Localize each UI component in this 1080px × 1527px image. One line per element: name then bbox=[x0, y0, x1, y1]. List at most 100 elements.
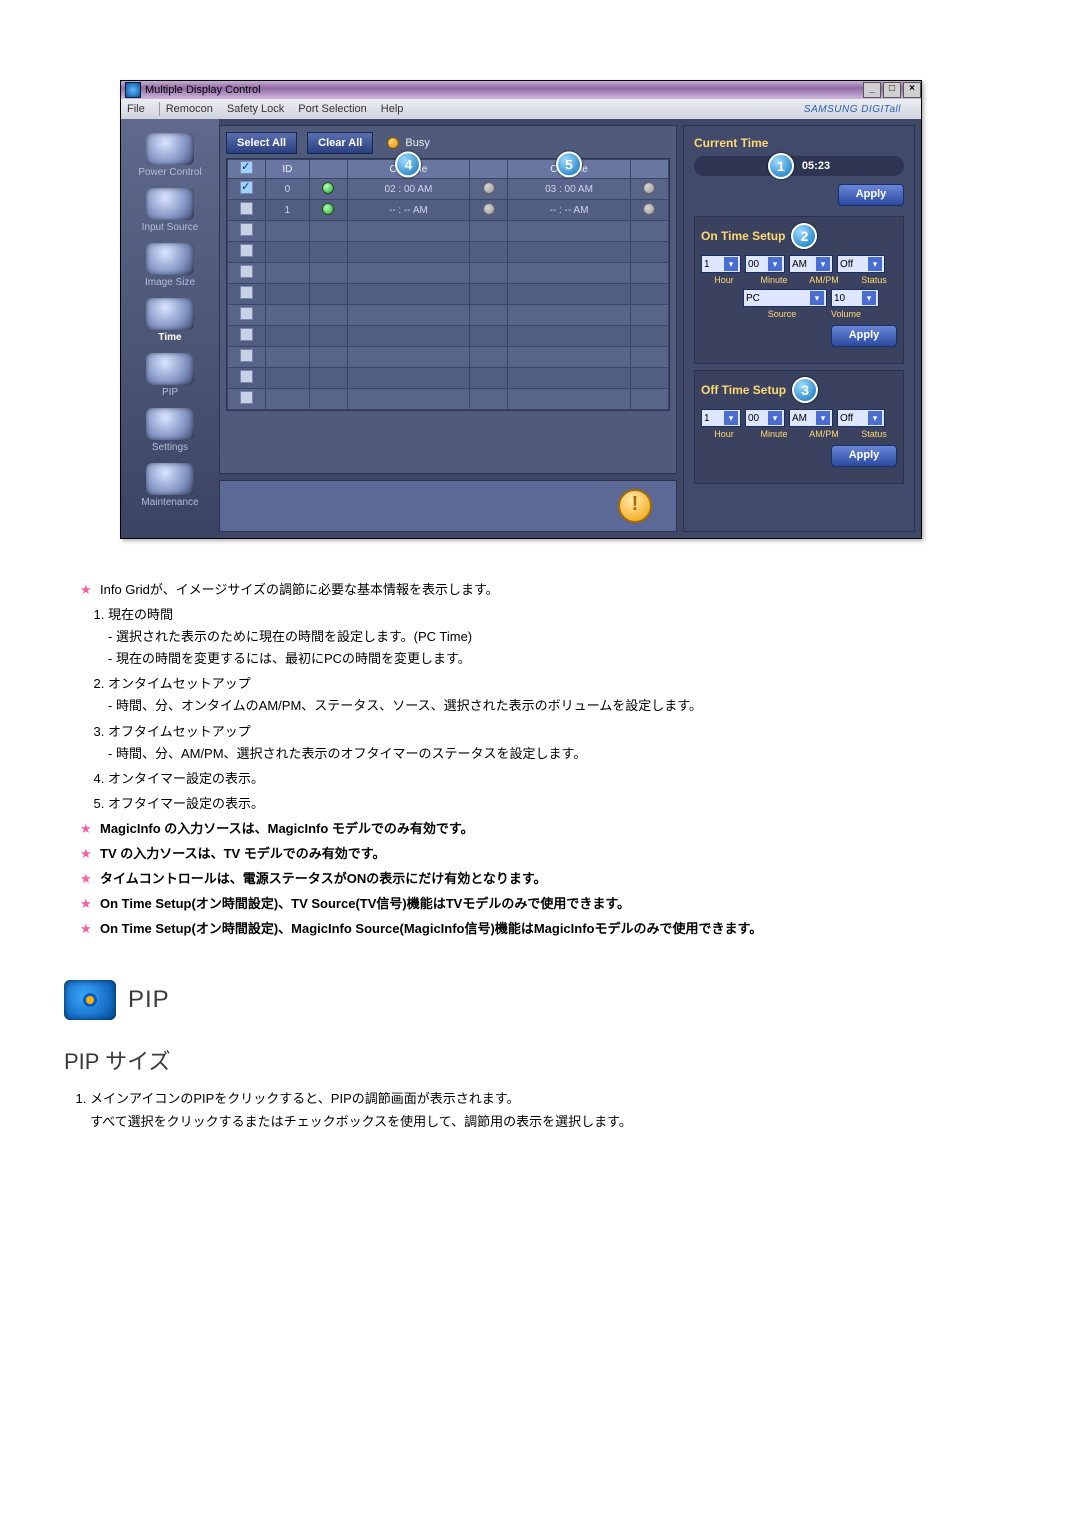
sidebar-item-label: Power Control bbox=[138, 167, 201, 178]
minimize-button[interactable]: _ bbox=[863, 82, 881, 98]
table-row[interactable] bbox=[228, 368, 669, 389]
row-checkbox[interactable] bbox=[240, 244, 253, 257]
row-checkbox[interactable] bbox=[240, 370, 253, 383]
menu-port-selection[interactable]: Port Selection bbox=[298, 103, 366, 115]
doc-n2: オンタイムセットアップ - 時間、分、オンタイムのAM/PM、ステータス、ソース… bbox=[108, 673, 1020, 717]
col-power bbox=[309, 160, 347, 179]
sidebar-item-maintenance[interactable]: Maintenance bbox=[121, 463, 219, 508]
grid-area: Select All Clear All Busy ID bbox=[219, 125, 677, 474]
apply-off-time-button[interactable]: Apply bbox=[831, 445, 897, 467]
on-time-setup-label: On Time Setup bbox=[701, 229, 785, 243]
table-row[interactable] bbox=[228, 326, 669, 347]
menu-remocon[interactable]: Remocon bbox=[166, 103, 213, 115]
row-checkbox[interactable] bbox=[240, 391, 253, 404]
row-checkbox[interactable] bbox=[240, 202, 253, 215]
on-time-setup-heading: On Time Setup2 bbox=[701, 223, 897, 249]
pip-step-1: メインアイコンのPIPをクリックすると、PIPの調節画面が表示されます。 すべて… bbox=[90, 1088, 1020, 1132]
row-checkbox[interactable] bbox=[240, 223, 253, 236]
menu-safety-lock[interactable]: Safety Lock bbox=[227, 103, 284, 115]
status-led-icon bbox=[643, 203, 655, 215]
power-icon bbox=[146, 133, 194, 165]
table-row[interactable]: 1-- : -- AM-- : -- AM bbox=[228, 200, 669, 221]
select-all-button[interactable]: Select All bbox=[226, 132, 297, 154]
on-volume-label: Volume bbox=[825, 309, 867, 319]
menu-file[interactable]: File bbox=[127, 103, 145, 115]
sidebar-item-settings[interactable]: Settings bbox=[121, 408, 219, 453]
table-row[interactable] bbox=[228, 221, 669, 242]
row-checkbox[interactable] bbox=[240, 286, 253, 299]
menubar: File Remocon Safety Lock Port Selection … bbox=[121, 99, 921, 119]
off-minute-label: Minute bbox=[751, 429, 797, 439]
doc-star-2: MagicInfo の入力ソースは、MagicInfo モデルでのみ有効です。 bbox=[80, 818, 1020, 840]
check-all[interactable] bbox=[240, 161, 253, 174]
sidebar-item-pip[interactable]: PIP bbox=[121, 353, 219, 398]
sidebar-item-input-source[interactable]: Input Source bbox=[121, 188, 219, 233]
pip-size-heading: PIP サイズ bbox=[64, 1044, 1020, 1076]
on-hour-label: Hour bbox=[701, 275, 747, 285]
doc-n3: オフタイムセットアップ - 時間、分、AM/PM、選択された表示のオフタイマーの… bbox=[108, 721, 1020, 765]
col-on-time: 4On Time bbox=[347, 160, 469, 179]
on-ampm-select[interactable]: AM▾ bbox=[789, 255, 833, 273]
apply-current-time-button[interactable]: Apply bbox=[838, 184, 904, 206]
time-panel: Current Time 1 05:23 Apply On Time Setup… bbox=[683, 125, 915, 532]
sidebar-item-image-size[interactable]: Image Size bbox=[121, 243, 219, 288]
status-led-icon bbox=[483, 182, 495, 194]
pip-heading: PIP bbox=[64, 980, 1020, 1020]
off-status-select[interactable]: Off▾ bbox=[837, 409, 885, 427]
power-led-icon bbox=[322, 203, 334, 215]
titlebar: Multiple Display Control _ □ × bbox=[121, 81, 921, 99]
table-row[interactable] bbox=[228, 284, 669, 305]
on-hour-select[interactable]: 1▾ bbox=[701, 255, 741, 273]
busy-label: Busy bbox=[405, 137, 429, 149]
status-led-icon bbox=[483, 203, 495, 215]
table-row[interactable] bbox=[228, 305, 669, 326]
callout-1: 1 bbox=[768, 153, 794, 179]
doc-star-3: TV の入力ソースは、TV モデルでのみ有効です。 bbox=[80, 843, 1020, 865]
status-led-icon bbox=[643, 182, 655, 194]
on-minute-select[interactable]: 00▾ bbox=[745, 255, 785, 273]
pip-icon bbox=[146, 353, 194, 385]
input-source-icon bbox=[146, 188, 194, 220]
doc-star-4: タイムコントロールは、電源ステータスがONの表示にだけ有効となります。 bbox=[80, 868, 1020, 890]
on-status-select[interactable]: Off▾ bbox=[837, 255, 885, 273]
sidebar-item-label: Input Source bbox=[142, 222, 199, 233]
row-checkbox[interactable] bbox=[240, 181, 253, 194]
doc-n2a: - 時間、分、オンタイムのAM/PM、ステータス、ソース、選択された表示のボリュ… bbox=[108, 695, 1020, 717]
off-hour-select[interactable]: 1▾ bbox=[701, 409, 741, 427]
callout-3: 3 bbox=[792, 377, 818, 403]
info-grid: ID 4On Time 5Off Time 002 : 00 AM03 : 00… bbox=[226, 158, 670, 411]
apply-on-time-button[interactable]: Apply bbox=[831, 325, 897, 347]
current-time-heading: Current Time bbox=[694, 136, 904, 150]
sidebar-item-label: Image Size bbox=[145, 277, 195, 288]
status-bar: ! bbox=[219, 480, 677, 532]
close-button[interactable]: × bbox=[903, 82, 921, 98]
table-row[interactable] bbox=[228, 347, 669, 368]
menu-help[interactable]: Help bbox=[381, 103, 404, 115]
sidebar-item-label: Maintenance bbox=[141, 497, 198, 508]
row-checkbox[interactable] bbox=[240, 307, 253, 320]
table-row[interactable] bbox=[228, 263, 669, 284]
pip-heading-label: PIP bbox=[128, 986, 170, 1014]
clear-all-button[interactable]: Clear All bbox=[307, 132, 373, 154]
row-checkbox[interactable] bbox=[240, 328, 253, 341]
col-off-time: 5Off Time bbox=[508, 160, 630, 179]
row-checkbox[interactable] bbox=[240, 349, 253, 362]
busy-icon bbox=[387, 137, 399, 149]
busy-indicator: Busy bbox=[387, 137, 429, 149]
table-row[interactable] bbox=[228, 389, 669, 410]
pip-steps: メインアイコンのPIPをクリックすると、PIPの調節画面が表示されます。 すべて… bbox=[60, 1088, 1020, 1132]
off-minute-select[interactable]: 00▾ bbox=[745, 409, 785, 427]
sidebar-item-time[interactable]: Time bbox=[121, 298, 219, 343]
app-window: Multiple Display Control _ □ × File Remo… bbox=[120, 80, 922, 539]
off-ampm-select[interactable]: AM▾ bbox=[789, 409, 833, 427]
off-ampm-label: AM/PM bbox=[801, 429, 847, 439]
sidebar-item-label: PIP bbox=[162, 387, 178, 398]
power-led-icon bbox=[322, 182, 334, 194]
row-checkbox[interactable] bbox=[240, 265, 253, 278]
table-row[interactable]: 002 : 00 AM03 : 00 AM bbox=[228, 179, 669, 200]
on-source-select[interactable]: PC▾ bbox=[743, 289, 827, 307]
maximize-button[interactable]: □ bbox=[883, 82, 901, 98]
on-volume-select[interactable]: 10▾ bbox=[831, 289, 879, 307]
table-row[interactable] bbox=[228, 242, 669, 263]
sidebar-item-power-control[interactable]: Power Control bbox=[121, 133, 219, 178]
